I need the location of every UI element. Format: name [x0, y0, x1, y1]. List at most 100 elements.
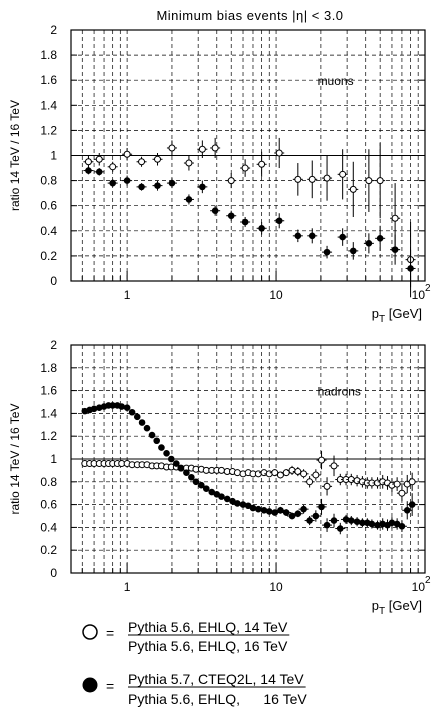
data-point-filled [95, 168, 103, 176]
legend-numerator: Pythia 5.7, CTEQ2L, 14 TeV [128, 671, 304, 687]
data-point-open [271, 469, 279, 477]
data-point-filled [308, 232, 316, 240]
chart-title: Minimum bias events |η| < 3.0 [156, 8, 343, 23]
data-point-filled [192, 478, 200, 486]
data-point-filled [158, 444, 165, 451]
legend-equals: = [106, 625, 114, 641]
y-tick-label: 0.8 [40, 174, 57, 188]
data-point-filled [330, 517, 338, 524]
data-point-filled [218, 493, 225, 500]
x-tick-label-exponent: 2 [425, 575, 431, 586]
data-point-open [312, 471, 320, 479]
data-point-filled [241, 218, 249, 226]
data-point-filled [128, 408, 136, 416]
data-point-open [211, 144, 219, 152]
panel-annotation: hadrons [318, 385, 361, 399]
data-point-filled [138, 419, 146, 426]
data-point-open [398, 489, 406, 497]
y-tick-label: 0.2 [40, 249, 57, 263]
data-point-filled [376, 235, 384, 242]
data-point-filled [339, 233, 346, 241]
data-point-open [365, 177, 373, 185]
data-point-filled [294, 510, 302, 518]
y-axis-label: ratio 14 TeV / 16 TeV [8, 404, 22, 515]
data-point-open [198, 145, 206, 153]
x-tick-label: 1 [124, 580, 131, 594]
data-point-filled [148, 431, 156, 439]
data-point-filled [118, 403, 126, 410]
legend: = Pythia 5.6, EHLQ, 14 TeV Pythia 5.6, E… [82, 619, 307, 707]
data-point-filled [265, 508, 273, 515]
filled-circle-marker-icon [82, 677, 98, 693]
data-point-filled [337, 525, 344, 532]
data-point-filled [318, 503, 325, 511]
data-point-open [138, 158, 146, 166]
data-point-open [227, 177, 235, 185]
data-point-open [185, 159, 193, 167]
data-point-open [154, 155, 162, 163]
data-point-open [294, 468, 302, 476]
data-point-filled [143, 424, 151, 432]
x-tick-label: 10 [269, 288, 283, 302]
data-point-filled [183, 469, 190, 476]
data-point-filled [223, 495, 231, 503]
data-point-filled [323, 521, 331, 529]
data-point-filled [277, 507, 284, 514]
data-point-filled [202, 485, 210, 492]
data-point-filled [368, 520, 376, 528]
data-point-filled [282, 509, 290, 516]
data-point-open [254, 470, 262, 478]
data-point-filled [211, 207, 219, 215]
y-tick-label: 1.6 [40, 73, 57, 87]
open-circle-marker-icon [82, 624, 98, 640]
y-tick-label: 0.8 [40, 475, 57, 489]
data-point-filled [249, 504, 257, 512]
data-point-open [318, 456, 326, 464]
legend-numerator: Pythia 5.6, EHLQ, 14 TeV [128, 619, 288, 635]
data-point-open [294, 175, 302, 183]
data-point-open [408, 478, 416, 486]
series-open-circles [83, 137, 416, 298]
data-point-filled [85, 167, 92, 174]
y-tick-label: 1.4 [40, 98, 57, 112]
series-filled-circles [81, 402, 418, 535]
y-tick-label: 1.6 [40, 384, 57, 398]
data-point-filled [198, 481, 205, 489]
y-tick-label: 0 [50, 274, 57, 288]
data-point-filled [227, 212, 235, 220]
x-tick-label: 1 [124, 288, 131, 302]
data-point-filled [365, 240, 373, 247]
data-point-filled [349, 247, 357, 255]
legend-equals: = [106, 678, 114, 694]
data-point-filled [153, 437, 161, 445]
data-point-filled [398, 522, 406, 530]
data-point-filled [239, 501, 247, 508]
data-point-filled [271, 509, 279, 516]
x-tick-label: 10 [412, 288, 426, 302]
y-tick-label: 0.6 [40, 199, 57, 213]
x-tick-label-exponent: 2 [425, 283, 431, 294]
data-point-open [306, 478, 314, 486]
y-tick-label: 1.2 [40, 123, 57, 137]
data-point-open [282, 469, 290, 477]
data-point-filled [294, 232, 302, 240]
muons-panel: 00.20.40.60.811.21.41.61.821 10 10 2pT [GeV… [8, 23, 431, 325]
y-tick-label: 0.6 [40, 498, 57, 512]
data-point-open [347, 476, 355, 484]
data-point-open [300, 470, 308, 478]
data-point-filled [138, 183, 145, 191]
y-tick-label: 1.2 [40, 429, 57, 443]
y-tick-label: 1.8 [40, 361, 57, 375]
x-axis-label: pT [GeV] [372, 306, 422, 325]
data-point-filled [154, 182, 161, 189]
data-point-open [330, 462, 338, 470]
series-filled-circles [83, 166, 416, 288]
data-point-open [391, 214, 399, 222]
data-point-filled [300, 505, 307, 513]
data-point-open [349, 185, 357, 193]
data-point-filled [312, 512, 320, 520]
data-point-open [241, 164, 249, 172]
y-tick-label: 2 [50, 23, 57, 37]
y-tick-label: 1.8 [40, 48, 57, 62]
data-point-open [95, 155, 103, 163]
